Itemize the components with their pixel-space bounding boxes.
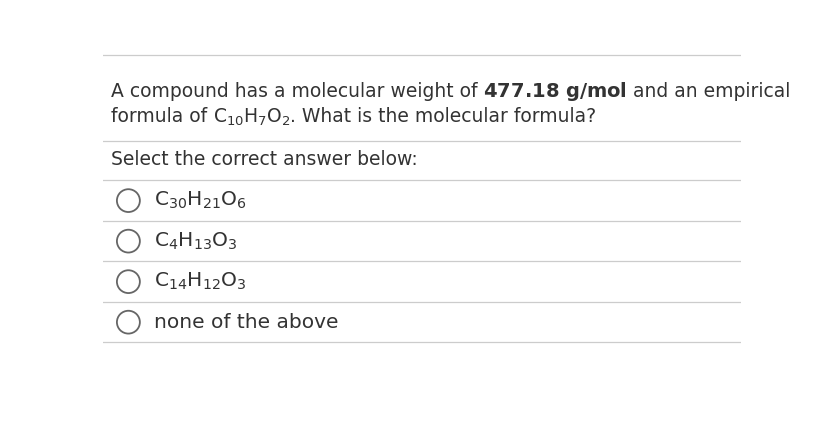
Text: $\mathrm{C}_{10}\mathrm{H}_7\mathrm{O}_2$: $\mathrm{C}_{10}\mathrm{H}_7\mathrm{O}_2… [212,107,291,128]
Text: A compound has a molecular weight of: A compound has a molecular weight of [110,82,483,101]
Text: Select the correct answer below:: Select the correct answer below: [110,149,417,169]
Text: formula of: formula of [110,107,212,126]
Text: $\mathrm{C}_{14}\mathrm{H}_{12}\mathrm{O}_3$: $\mathrm{C}_{14}\mathrm{H}_{12}\mathrm{O… [154,271,246,292]
Text: and an empirical: and an empirical [627,82,790,101]
Text: $\mathrm{C}_4\mathrm{H}_{13}\mathrm{O}_3$: $\mathrm{C}_4\mathrm{H}_{13}\mathrm{O}_3… [154,230,237,252]
Text: $\mathrm{C}_{30}\mathrm{H}_{21}\mathrm{O}_6$: $\mathrm{C}_{30}\mathrm{H}_{21}\mathrm{O… [154,190,247,211]
Text: . What is the molecular formula?: . What is the molecular formula? [291,107,597,126]
Text: none of the above: none of the above [154,313,338,332]
Text: $\mathbf{477.18\ g/mol}$: $\mathbf{477.18\ g/mol}$ [483,80,627,103]
